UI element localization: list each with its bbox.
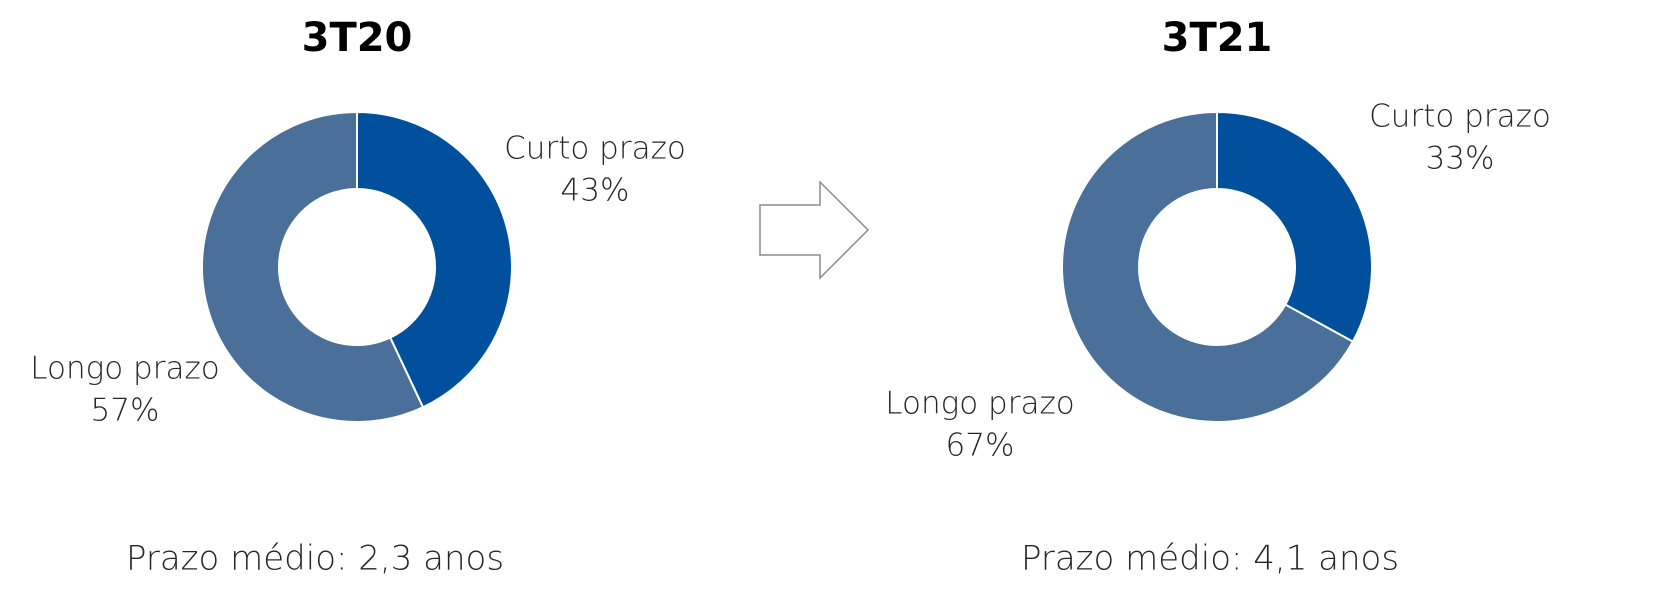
arrow (759, 180, 870, 280)
slice-value: 33% (1426, 141, 1495, 177)
slice (356, 110, 513, 409)
annotation: Prazo médio: 4,1 anos (1021, 539, 1399, 579)
chart-title: 3T20 (302, 15, 413, 61)
slice-label: Longo prazo (885, 386, 1074, 422)
annotation: Prazo médio: 2,3 anos (126, 539, 504, 579)
slice-label: Longo prazo (30, 351, 219, 387)
slice-label: Curto prazo (1369, 99, 1551, 135)
chart-title: 3T21 (1162, 15, 1273, 61)
slice (201, 110, 425, 423)
slice (1061, 110, 1355, 423)
slice (1216, 110, 1373, 344)
slice-value: 57% (91, 393, 160, 429)
slice-label: Curto prazo (504, 131, 686, 167)
slice-value: 67% (946, 428, 1015, 464)
slice-value: 43% (561, 173, 630, 209)
